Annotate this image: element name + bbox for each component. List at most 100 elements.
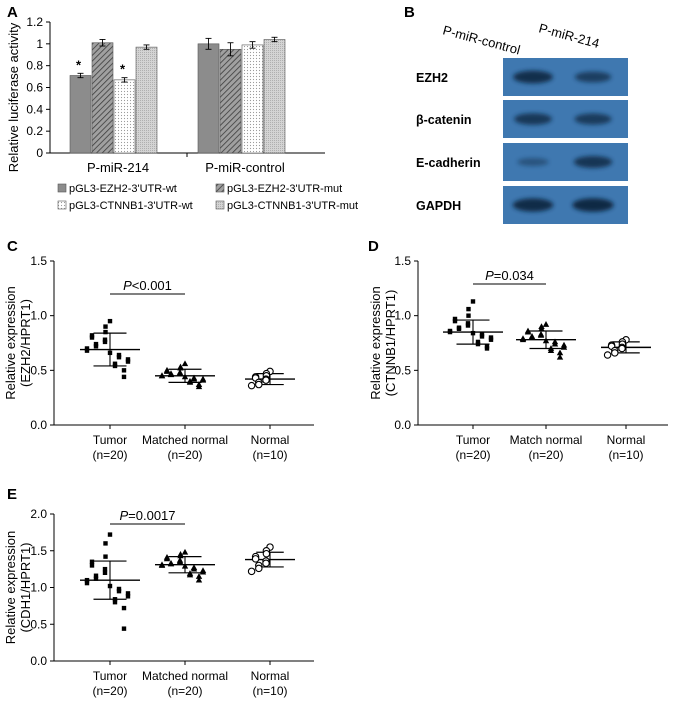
data-point [556, 349, 564, 356]
bar [263, 39, 286, 154]
data-point [93, 573, 99, 578]
x-tick-label: Match normal [510, 433, 583, 447]
data-point [560, 343, 568, 350]
data-point [121, 605, 127, 611]
y-axis-label: Relative expression [3, 286, 18, 399]
data-point [121, 374, 127, 380]
data-point [121, 368, 127, 373]
data-point [190, 375, 198, 382]
data-point [167, 371, 175, 378]
panel-label-d: D [368, 238, 379, 255]
data-point [618, 344, 626, 353]
data-point [102, 570, 108, 575]
data-point [89, 563, 95, 568]
data-point [519, 336, 527, 343]
legend-swatch [215, 200, 225, 210]
x-tick-n-label: (n=10) [252, 684, 287, 698]
data-point [176, 558, 184, 565]
data-point [470, 299, 476, 304]
p-value: =0.034 [494, 268, 534, 283]
data-point [255, 380, 263, 389]
data-point [112, 363, 118, 369]
data-point [195, 383, 203, 390]
bar [197, 43, 220, 154]
western-blot: P-miR-control P-miR-214 EZH2 β-catenin E-cad… [416, 20, 628, 224]
luciferase-bar-chart: 0 0.2 0.4 0.6 0.8 1 1.2 Relative luciferase act… [6, 15, 358, 212]
y-tick-label: 0.5 [30, 617, 47, 631]
significance-star: * [76, 57, 82, 72]
data-point [611, 349, 619, 357]
data-point [456, 326, 462, 331]
data-point [125, 594, 131, 599]
data-point [176, 370, 184, 377]
y-tick-label: 0.0 [30, 418, 47, 432]
data-point [470, 330, 476, 336]
data-point [603, 351, 612, 359]
y-tick-label: 0.5 [394, 363, 411, 377]
data-point [102, 339, 108, 345]
x-tick-label: Normal [607, 433, 646, 447]
x-tick-n-label: (n=20) [167, 448, 202, 462]
data-point [466, 306, 471, 312]
data-point [484, 346, 490, 351]
data-point [195, 573, 203, 579]
data-point [195, 576, 203, 583]
bar [91, 42, 114, 154]
y-tick-label: 0 [36, 146, 43, 160]
data-point [186, 378, 194, 385]
data-point [93, 576, 99, 581]
data-point [116, 586, 122, 592]
data-point [262, 376, 270, 384]
data-point [112, 600, 118, 605]
significance-label: P=0.034 [485, 268, 534, 283]
blot-band [517, 158, 549, 166]
data-point [181, 562, 189, 569]
ezh2-scatter-chart: 0.0 0.5 1.0 1.5 Relative expression (EZH2/HPR… [3, 254, 314, 462]
bar [113, 79, 136, 154]
legend-label: pGL3-CTNNB1-3'UTR-wt [69, 200, 193, 212]
blot-band [572, 198, 614, 212]
bar [135, 46, 158, 154]
data-point [177, 552, 184, 559]
data-point [107, 318, 113, 324]
data-point [466, 313, 471, 318]
y-tick-label: 1.5 [394, 254, 411, 268]
significance-label: P<0.001 [123, 278, 172, 293]
legend-label: pGL3-EZH2-3'UTR-mut [227, 183, 342, 195]
data-point [93, 344, 99, 349]
data-point [247, 381, 256, 390]
data-point [199, 568, 207, 575]
blot-band [574, 113, 612, 125]
y-tick-label: 2.0 [30, 507, 47, 521]
x-tick-n-label: (n=20) [528, 448, 563, 462]
data-point [181, 360, 189, 367]
significance-star: * [120, 62, 126, 77]
y-axis-label: (CDH1/HPRT1) [18, 542, 33, 632]
bar [219, 48, 242, 154]
p-value: <0.001 [132, 278, 172, 293]
x-tick-n-label: (n=10) [608, 448, 643, 462]
x-tick-n-label: (n=10) [252, 448, 287, 462]
data-point [84, 348, 90, 353]
y-tick-label: 0.4 [26, 102, 43, 116]
y-tick-label: 0.8 [26, 59, 43, 73]
y-axis-label: Relative expression [3, 531, 18, 644]
data-point [163, 555, 171, 562]
blot-row-label: EZH2 [416, 71, 448, 85]
y-tick-label: 1.5 [30, 254, 47, 268]
data-point [158, 562, 166, 568]
data-point [255, 564, 263, 573]
legend-swatch [57, 183, 67, 193]
x-category-label: P-miR-control [205, 160, 285, 175]
data-point [556, 353, 564, 360]
data-point [103, 541, 108, 546]
data-point [181, 373, 189, 380]
data-point [103, 554, 108, 559]
data-point [84, 580, 90, 586]
y-tick-label: 1 [36, 37, 43, 51]
data-point [125, 359, 131, 364]
y-tick-label: 1.0 [30, 581, 47, 595]
ctnnb1-scatter-chart: 0.0 0.5 1.0 1.5 Relative expression (CTNNB1/H… [368, 254, 668, 462]
data-point [103, 329, 108, 335]
